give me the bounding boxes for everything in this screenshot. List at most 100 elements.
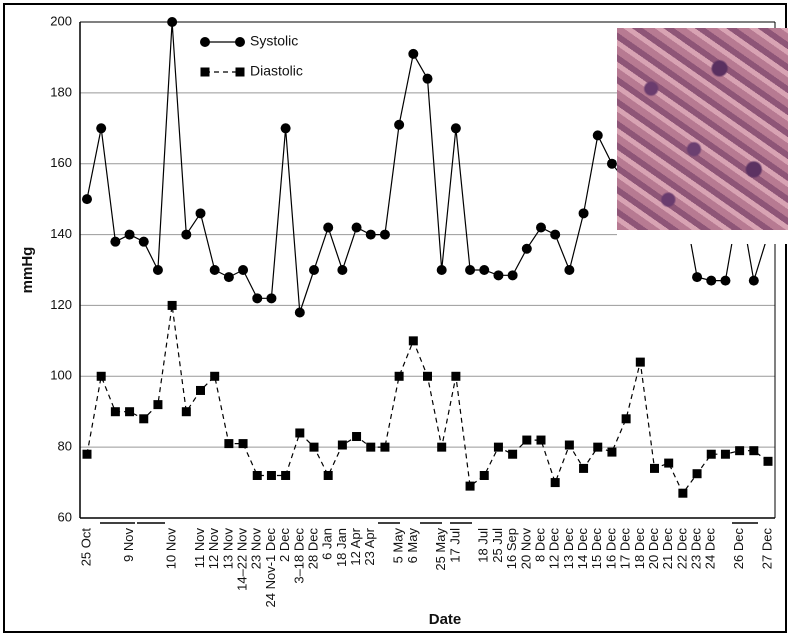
point	[195, 208, 206, 219]
point	[450, 123, 461, 134]
x-tick-label: 20 Nov	[518, 528, 533, 570]
point	[706, 275, 717, 286]
point	[493, 270, 504, 281]
x-tick-label: 14 Dec	[575, 528, 590, 570]
point	[138, 236, 149, 247]
point	[266, 293, 277, 304]
point	[196, 385, 205, 395]
point	[125, 407, 135, 417]
y-tick-label: 140	[50, 226, 72, 241]
point	[280, 123, 291, 134]
point	[465, 265, 476, 275]
x-tick-label: 12 Apr	[348, 527, 363, 565]
x-tick-label: 5 May	[391, 528, 406, 564]
point	[110, 407, 120, 417]
y-tick-label: 60	[58, 509, 72, 524]
point	[720, 275, 731, 286]
point	[607, 447, 617, 457]
point	[550, 478, 560, 488]
x-tick-label: 24 Nov-1 Dec	[263, 528, 278, 608]
frame	[3, 3, 787, 633]
point	[650, 463, 659, 473]
x-tick-label: 25 Oct	[78, 528, 93, 567]
x-tick-label: 9 Nov	[121, 528, 136, 562]
x-tick-label: 23 Dec	[689, 528, 704, 570]
point	[323, 222, 334, 233]
point	[96, 123, 107, 134]
point	[209, 265, 220, 275]
x-tick-label: 18 Jul	[476, 528, 491, 563]
point	[451, 371, 461, 381]
point	[465, 481, 475, 491]
point	[181, 229, 192, 240]
x-tick-label: 2 Dec	[277, 528, 292, 562]
point	[507, 270, 518, 281]
y-tick-label: 160	[50, 155, 72, 170]
x-tick-label: 16 Dec	[603, 528, 618, 570]
point	[167, 17, 178, 27]
x-tick-label: 6 May	[405, 528, 420, 564]
point	[167, 300, 177, 310]
x-tick-label: 12 Nov	[206, 528, 221, 570]
point	[152, 265, 163, 275]
legend-marker	[235, 67, 245, 77]
x-tick-label: 27 Dec	[759, 528, 774, 570]
legend-label: Diastolic	[250, 63, 303, 79]
point	[749, 446, 759, 456]
point	[564, 265, 575, 275]
x-tick-label: 11 Nov	[192, 528, 207, 569]
x-tick-label: 16 Sep	[504, 528, 519, 569]
x-tick-label: 17 Dec	[618, 528, 633, 570]
x-tick-label: 21 Dec	[660, 528, 675, 570]
point	[508, 449, 518, 459]
point	[351, 222, 362, 233]
point	[521, 243, 532, 254]
point	[294, 307, 305, 318]
point	[124, 229, 135, 240]
point	[706, 449, 716, 459]
legend-label: Systolic	[250, 33, 298, 49]
point	[110, 236, 121, 247]
histology-image	[617, 28, 788, 244]
point	[379, 229, 390, 240]
point	[153, 400, 163, 410]
x-tick-label: 8 Dec	[532, 528, 547, 562]
point	[252, 293, 263, 304]
point	[238, 265, 249, 275]
point	[365, 229, 376, 240]
point	[692, 272, 703, 283]
y-tick-label: 200	[50, 13, 72, 28]
x-tick-label: 18 Jan	[334, 528, 349, 567]
point	[139, 414, 149, 424]
point	[394, 371, 404, 381]
x-tick-label: 26 Dec	[731, 528, 746, 570]
point	[295, 428, 305, 438]
point	[408, 48, 419, 59]
x-tick-label: 10 Nov	[164, 528, 179, 570]
x-tick-label: 3–18 Dec	[291, 528, 306, 584]
point	[210, 371, 220, 381]
x-tick-label: 20 Dec	[646, 528, 661, 570]
x-tick-label: 23 Apr	[362, 527, 377, 565]
y-tick-label: 80	[58, 439, 72, 454]
legend-marker	[200, 37, 210, 47]
y-tick-label: 120	[50, 297, 72, 312]
point	[493, 442, 503, 452]
y-tick-label: 180	[50, 84, 72, 99]
y-axis-label: mmHg	[19, 247, 36, 294]
x-tick-label: 23 Nov	[249, 528, 264, 570]
point	[437, 442, 447, 452]
point	[578, 208, 589, 219]
point	[281, 470, 291, 480]
point	[181, 407, 191, 417]
x-tick-label: 24 Dec	[703, 528, 718, 570]
point	[238, 439, 248, 449]
point	[436, 265, 447, 275]
point	[748, 275, 759, 286]
point	[96, 371, 106, 381]
point	[323, 470, 333, 480]
x-axis-label: Date	[429, 611, 462, 628]
point	[564, 440, 574, 450]
